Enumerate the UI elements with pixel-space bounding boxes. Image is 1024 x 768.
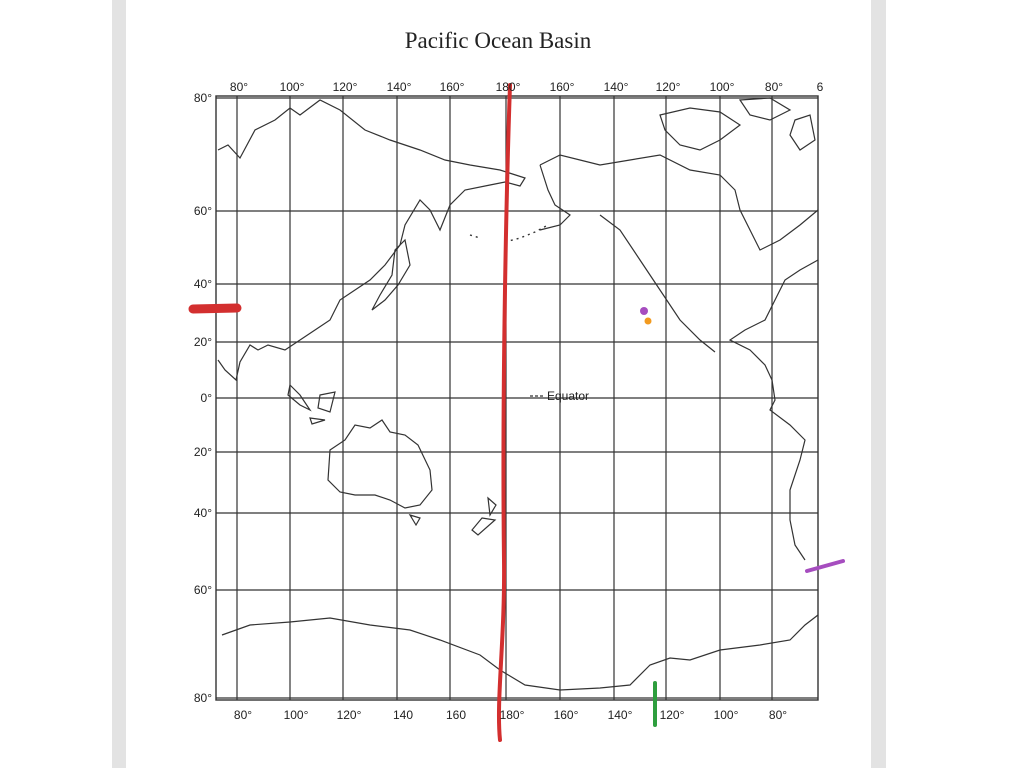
latitude-label: 0° bbox=[201, 391, 213, 405]
asia-coast bbox=[217, 99, 526, 382]
top-longitude-label: 140° bbox=[387, 80, 412, 94]
top-longitude-label: 100° bbox=[710, 80, 735, 94]
arctic-islands bbox=[659, 97, 816, 151]
bottom-longitude-label: 160 bbox=[446, 708, 466, 722]
graticule bbox=[215, 95, 819, 701]
latitude-label: 60° bbox=[194, 204, 212, 218]
top-longitude-label: 80° bbox=[765, 80, 783, 94]
new-zealand bbox=[471, 496, 497, 536]
left-margin-bar bbox=[112, 0, 126, 768]
australia bbox=[327, 419, 433, 527]
bottom-longitude-label: 100° bbox=[284, 708, 309, 722]
latitude-label: 40° bbox=[194, 506, 212, 520]
antarctica bbox=[221, 614, 819, 691]
latitude-label: 80° bbox=[194, 691, 212, 705]
bottom-longitude-label: 160° bbox=[554, 708, 579, 722]
aleutians bbox=[469, 224, 549, 243]
coastlines bbox=[217, 97, 819, 691]
latitude-label: 20° bbox=[194, 445, 212, 459]
bottom-longitude-label: 100° bbox=[714, 708, 739, 722]
latitude-label: 40° bbox=[194, 277, 212, 291]
latitude-label: 80° bbox=[194, 91, 212, 105]
americas-coast bbox=[539, 154, 819, 561]
purple-dot bbox=[640, 307, 648, 315]
latitude-label: 20° bbox=[194, 335, 212, 349]
bottom-longitude-label: 120° bbox=[660, 708, 685, 722]
map-title: Pacific Ocean Basin bbox=[405, 28, 592, 53]
bottom-longitude-label: 80° bbox=[769, 708, 787, 722]
red-mark bbox=[188, 303, 242, 314]
japan bbox=[371, 238, 411, 311]
top-longitude-label: 160° bbox=[440, 80, 465, 94]
top-longitude-label: 160° bbox=[550, 80, 575, 94]
orange-dot bbox=[644, 317, 652, 325]
annotations bbox=[188, 83, 845, 742]
red-line bbox=[496, 83, 512, 742]
bottom-longitude-label: 80° bbox=[234, 708, 252, 722]
equator-label: Equator bbox=[547, 389, 589, 403]
top-longitude-label: 120° bbox=[333, 80, 358, 94]
top-longitude-label: 100° bbox=[280, 80, 305, 94]
top-longitude-label: 6 bbox=[817, 80, 824, 94]
top-longitude-label: 120° bbox=[656, 80, 681, 94]
bottom-longitude-label: 120° bbox=[337, 708, 362, 722]
right-margin-bar bbox=[871, 0, 886, 768]
bottom-longitude-label: 180° bbox=[500, 708, 525, 722]
top-longitude-label: 140° bbox=[604, 80, 629, 94]
latitude-label: 60° bbox=[194, 583, 212, 597]
top-longitude-label: 80° bbox=[230, 80, 248, 94]
top-longitude-label: 180° bbox=[496, 80, 521, 94]
purple-mark bbox=[805, 559, 845, 573]
bottom-longitude-label: 140° bbox=[608, 708, 633, 722]
indonesia bbox=[287, 383, 336, 425]
bottom-longitude-label: 140 bbox=[393, 708, 413, 722]
